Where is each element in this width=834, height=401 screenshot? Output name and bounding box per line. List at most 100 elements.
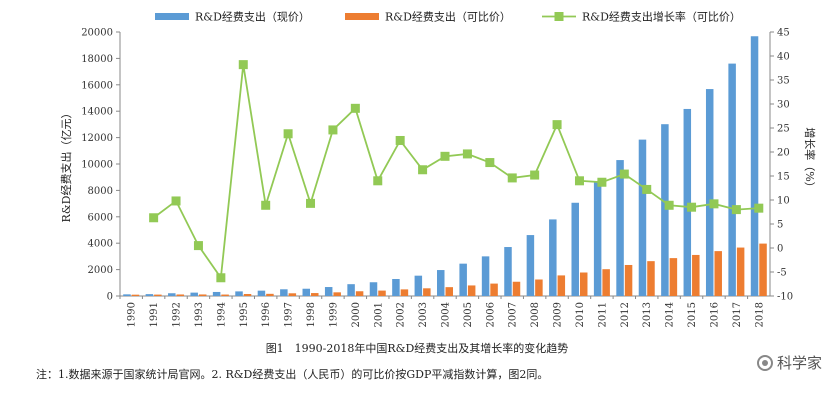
bar-current-price <box>257 290 266 296</box>
bar-comparable-price <box>736 247 745 296</box>
y-tick-label-right: 20 <box>777 148 790 159</box>
bar-comparable-price <box>557 275 566 296</box>
bar-current-price <box>571 202 579 296</box>
bar-comparable-price <box>624 264 633 296</box>
y-tick-label-right: -5 <box>777 268 787 279</box>
bar-comparable-price <box>311 293 319 296</box>
growth-rate-point <box>283 129 293 139</box>
x-tick-label: 2001 <box>373 302 384 327</box>
axis-labels: R&D经费支出（亿元） 增长率（%） <box>59 108 817 223</box>
bar-current-price <box>638 139 647 296</box>
bar-comparable-price <box>512 281 521 296</box>
y-tick-label-left: 16000 <box>81 80 113 91</box>
bar-current-price <box>302 288 311 296</box>
bar-comparable-price <box>355 291 364 296</box>
bar-comparable-price <box>692 254 700 296</box>
legend-label: R&D经费支出（现价） <box>195 10 310 24</box>
bar-comparable-price <box>602 269 610 296</box>
bar-comparable-price <box>221 294 229 296</box>
bar-comparable-price <box>266 293 274 296</box>
y-axis-label-left: R&D经费支出（亿元） <box>59 108 73 223</box>
legend-label: R&D经费支出（可比价） <box>385 10 511 24</box>
axes: 0 2000 4000 6000 8000 10000 12000 14000 16000 180… <box>81 28 793 328</box>
legend-label: R&D经费支出增长率（可比价） <box>582 10 741 24</box>
x-tick-label: 2014 <box>665 302 676 327</box>
x-tick-label: 1991 <box>149 302 160 327</box>
x-tick-label: 1995 <box>239 302 250 327</box>
x-tick-label: 2008 <box>530 302 541 327</box>
bar-current-price <box>392 278 400 296</box>
x-tick-label: 2000 <box>351 302 362 327</box>
x-tick-label: 2002 <box>396 302 407 327</box>
bar-current-price <box>504 247 512 296</box>
brand-name: 科学家 <box>776 354 822 372</box>
bar-current-price <box>437 270 445 296</box>
growth-rate-point <box>261 200 271 210</box>
growth-rate-point <box>552 120 562 130</box>
bar-comparable-price <box>647 261 655 296</box>
y-tick-label-right: 0 <box>777 244 783 255</box>
bar-current-price <box>705 89 714 296</box>
bar-current-price <box>145 294 154 296</box>
growth-rate-point <box>238 60 248 70</box>
growth-rate-line <box>153 64 759 281</box>
bar-current-price <box>190 292 198 296</box>
growth-rate-point <box>216 273 226 283</box>
bar-comparable-price <box>154 294 162 296</box>
bar-current-price <box>526 235 535 296</box>
x-tick-label: 2011 <box>597 302 608 327</box>
y-axis-label-right: 增长率（%） <box>803 127 817 192</box>
bar-comparable-price <box>400 289 409 296</box>
x-tick-label: 2010 <box>575 302 586 327</box>
y-tick-label-left: 12000 <box>81 133 113 144</box>
bar-comparable-price <box>131 294 140 296</box>
legend: R&D经费支出（现价） R&D经费支出（可比价） R&D经费支出增长率（可比价） <box>155 10 741 24</box>
growth-rate-point <box>642 184 652 194</box>
x-tick-label: 1992 <box>172 302 183 327</box>
legend-swatch <box>345 13 379 20</box>
growth-rate-point <box>664 200 674 210</box>
bar-comparable-price <box>378 290 386 296</box>
bar-comparable-price <box>333 292 341 296</box>
y-tick-label-left: 20000 <box>81 28 113 39</box>
y-tick-label-left: 2000 <box>88 265 113 276</box>
x-tick-label: 2012 <box>620 302 631 327</box>
bar-current-price <box>481 256 490 296</box>
growth-rate-point <box>485 158 495 168</box>
bar-current-price <box>459 263 467 296</box>
bar-current-price <box>235 291 243 296</box>
bar-current-price <box>750 36 759 297</box>
x-tick-label: 2003 <box>418 302 429 327</box>
x-tick-label: 2004 <box>441 302 452 327</box>
growth-rate-point <box>507 173 517 183</box>
figure-note: 注：1.数据来源于国家统计局官网。2. R&D经费支出（人民币）的可比价按GDP… <box>36 368 549 381</box>
x-tick-label: 2006 <box>485 302 496 327</box>
bar-current-price <box>616 160 624 296</box>
bar-comparable-price <box>759 243 767 296</box>
bar-comparable-price <box>243 293 252 296</box>
bar-current-price <box>168 293 176 296</box>
bar-current-price <box>212 291 221 296</box>
y-tick-label-left: 14000 <box>81 107 113 118</box>
x-tick-label: 2009 <box>553 302 564 327</box>
bar-current-price <box>123 294 131 296</box>
bar-comparable-price <box>467 285 476 296</box>
growth-rate-point <box>462 149 472 159</box>
x-tick-label: 2015 <box>687 302 698 327</box>
bar-comparable-price <box>714 251 722 296</box>
bar-current-price <box>549 219 557 296</box>
x-tick-label: 1993 <box>194 302 205 327</box>
x-tick-label: 2007 <box>508 302 519 327</box>
y-tick-label-left: 0 <box>107 292 113 303</box>
x-tick-label: 1999 <box>328 302 339 327</box>
bar-current-price <box>347 284 355 296</box>
legend-swatch-marker <box>554 12 564 21</box>
growth-rate-point <box>171 196 181 206</box>
growth-rate-point <box>597 177 607 187</box>
bar-comparable-price <box>423 288 431 296</box>
y-tick-label-right: 40 <box>777 52 790 63</box>
brand-watermark: 科学家 <box>756 352 822 373</box>
growth-rate-point <box>440 151 450 161</box>
growth-rate-point <box>193 241 203 251</box>
growth-rate-point <box>350 103 360 113</box>
